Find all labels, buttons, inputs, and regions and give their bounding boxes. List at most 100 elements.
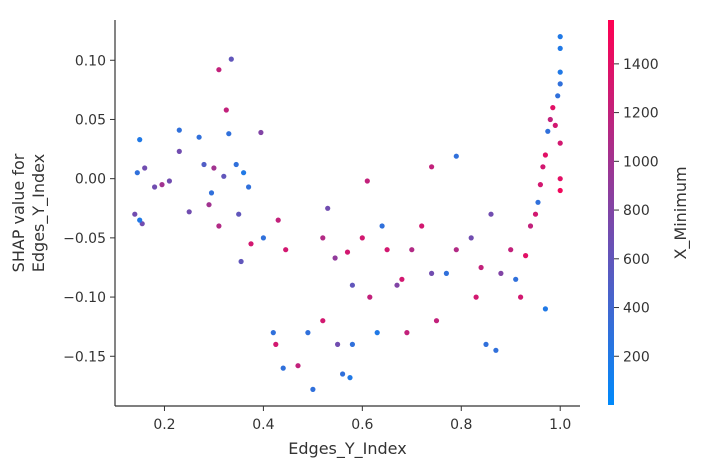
data-point-54 — [399, 277, 404, 282]
data-point-7 — [159, 182, 164, 187]
data-point-20 — [221, 174, 226, 179]
data-point-56 — [419, 223, 424, 228]
data-point-81 — [558, 70, 563, 75]
data-point-26 — [246, 184, 251, 189]
data-point-53 — [394, 283, 399, 288]
data-point-28 — [239, 259, 244, 264]
data-point-78 — [550, 105, 555, 110]
data-point-80 — [555, 93, 560, 98]
data-point-87 — [558, 188, 563, 193]
data-point-15 — [229, 57, 234, 62]
data-point-6 — [152, 184, 157, 189]
x-tick-label: 0.2 — [153, 417, 175, 433]
data-point-25 — [241, 170, 246, 175]
colorbar-tick-label: 200 — [623, 349, 650, 365]
x-tick-label: 1.0 — [549, 417, 571, 433]
colorbar-tick-label: 1200 — [623, 106, 659, 122]
data-point-45 — [325, 206, 330, 211]
data-point-5 — [137, 218, 142, 223]
data-point-29 — [248, 241, 253, 246]
data-point-27 — [236, 212, 241, 217]
data-point-67 — [513, 277, 518, 282]
data-point-90 — [483, 342, 488, 347]
data-point-33 — [271, 330, 276, 335]
x-tick-label: 0.6 — [351, 417, 373, 433]
data-point-60 — [454, 247, 459, 252]
data-point-84 — [558, 81, 563, 86]
data-point-71 — [533, 212, 538, 217]
data-point-85 — [558, 141, 563, 146]
data-point-39 — [320, 318, 325, 323]
data-point-22 — [216, 223, 221, 228]
y-tick-label: 0.00 — [75, 172, 106, 188]
scatter-points — [132, 34, 563, 392]
data-point-51 — [380, 223, 385, 228]
data-point-36 — [295, 363, 300, 368]
y-tick-label: −0.15 — [63, 349, 106, 365]
colorbar-tick-label: 1000 — [623, 154, 659, 170]
y-axis-label-line-2: Edges_Y_Index — [29, 154, 49, 272]
data-point-52 — [385, 247, 390, 252]
data-point-18 — [258, 130, 263, 135]
data-point-91 — [493, 348, 498, 353]
data-point-37 — [310, 387, 315, 392]
data-point-72 — [535, 200, 540, 205]
data-point-47 — [345, 250, 350, 255]
data-point-83 — [558, 34, 563, 39]
data-point-11 — [187, 209, 192, 214]
data-point-30 — [276, 218, 281, 223]
data-point-66 — [508, 247, 513, 252]
data-point-40 — [335, 342, 340, 347]
data-point-2 — [142, 165, 147, 170]
y-tick-label: 0.10 — [75, 53, 106, 69]
data-point-86 — [558, 176, 563, 181]
data-point-74 — [540, 164, 545, 169]
x-tick-label: 0.8 — [450, 417, 472, 433]
data-point-95 — [365, 178, 370, 183]
data-point-3 — [132, 212, 137, 217]
data-point-79 — [553, 123, 558, 128]
data-point-17 — [226, 131, 231, 136]
data-point-73 — [538, 182, 543, 187]
data-point-49 — [367, 295, 372, 300]
data-point-43 — [350, 342, 355, 347]
colorbar-tick-label: 1400 — [623, 57, 659, 73]
data-point-13 — [201, 162, 206, 167]
data-point-76 — [545, 129, 550, 134]
colorbar-gradient — [608, 20, 614, 405]
y-axis-label-line-1: SHAP value for — [9, 153, 28, 272]
x-axis-label: Edges_Y_Index — [288, 439, 406, 459]
data-point-44 — [320, 235, 325, 240]
data-point-21 — [206, 202, 211, 207]
colorbar: 200 400 600 800 1000 1200 1400 — [608, 20, 659, 405]
data-point-63 — [479, 265, 484, 270]
data-point-55 — [409, 247, 414, 252]
data-point-58 — [434, 318, 439, 323]
data-point-89 — [429, 164, 434, 169]
data-point-50 — [350, 283, 355, 288]
data-point-57 — [429, 271, 434, 276]
data-point-10 — [177, 128, 182, 133]
data-point-64 — [488, 212, 493, 217]
data-point-75 — [543, 152, 548, 157]
data-point-0 — [137, 137, 142, 142]
data-point-82 — [558, 46, 563, 51]
data-point-38 — [305, 330, 310, 335]
data-point-9 — [177, 149, 182, 154]
data-point-34 — [273, 342, 278, 347]
data-point-8 — [167, 178, 172, 183]
data-point-16 — [224, 107, 229, 112]
y-tick-label: −0.10 — [63, 290, 106, 306]
data-point-35 — [281, 366, 286, 371]
data-point-48 — [360, 235, 365, 240]
data-point-70 — [528, 223, 533, 228]
data-point-12 — [197, 135, 202, 140]
data-point-62 — [474, 295, 479, 300]
data-point-77 — [548, 117, 553, 122]
y-tick-label: 0.05 — [75, 112, 106, 128]
data-point-46 — [333, 255, 338, 260]
data-point-69 — [523, 253, 528, 258]
data-point-41 — [340, 371, 345, 376]
y-axis: 0.10 0.05 0.00 −0.05 −0.10 −0.15 — [63, 20, 115, 406]
data-point-1 — [135, 170, 140, 175]
